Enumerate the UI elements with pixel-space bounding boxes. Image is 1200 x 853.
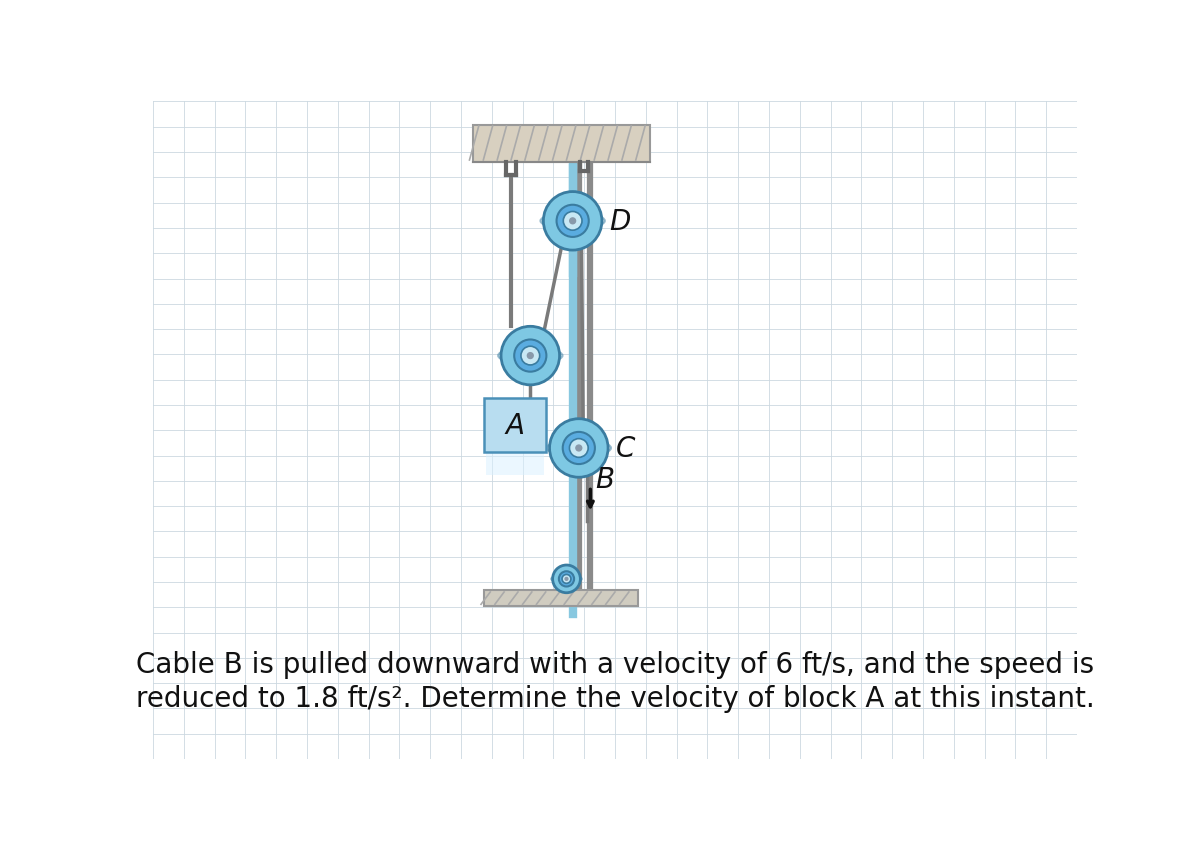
Circle shape <box>570 439 588 458</box>
Circle shape <box>562 575 571 583</box>
Circle shape <box>565 577 568 581</box>
Bar <box>484 398 546 452</box>
Circle shape <box>557 206 589 238</box>
Circle shape <box>550 419 608 478</box>
Text: C: C <box>616 434 635 462</box>
Circle shape <box>563 212 582 231</box>
Circle shape <box>570 218 576 224</box>
Ellipse shape <box>547 440 611 456</box>
Bar <box>486 401 544 450</box>
Circle shape <box>544 192 602 251</box>
Text: A: A <box>505 411 524 439</box>
Circle shape <box>559 572 574 587</box>
Text: D: D <box>610 207 631 235</box>
Ellipse shape <box>540 213 605 229</box>
Circle shape <box>576 445 582 451</box>
Bar <box>473 125 649 162</box>
Bar <box>486 452 544 475</box>
Bar <box>484 591 638 606</box>
Ellipse shape <box>498 348 563 364</box>
Circle shape <box>521 347 540 366</box>
Ellipse shape <box>551 576 582 583</box>
Circle shape <box>515 340 546 372</box>
Text: B: B <box>595 465 614 493</box>
Circle shape <box>553 566 581 593</box>
Text: reduced to 1.8 ft/s². Determine the velocity of block A at this instant.: reduced to 1.8 ft/s². Determine the velo… <box>136 684 1094 712</box>
Circle shape <box>502 327 559 386</box>
Circle shape <box>527 353 533 359</box>
Circle shape <box>563 432 595 465</box>
Text: Cable B is pulled downward with a velocity of 6 ft/s, and the speed is: Cable B is pulled downward with a veloci… <box>136 650 1094 678</box>
